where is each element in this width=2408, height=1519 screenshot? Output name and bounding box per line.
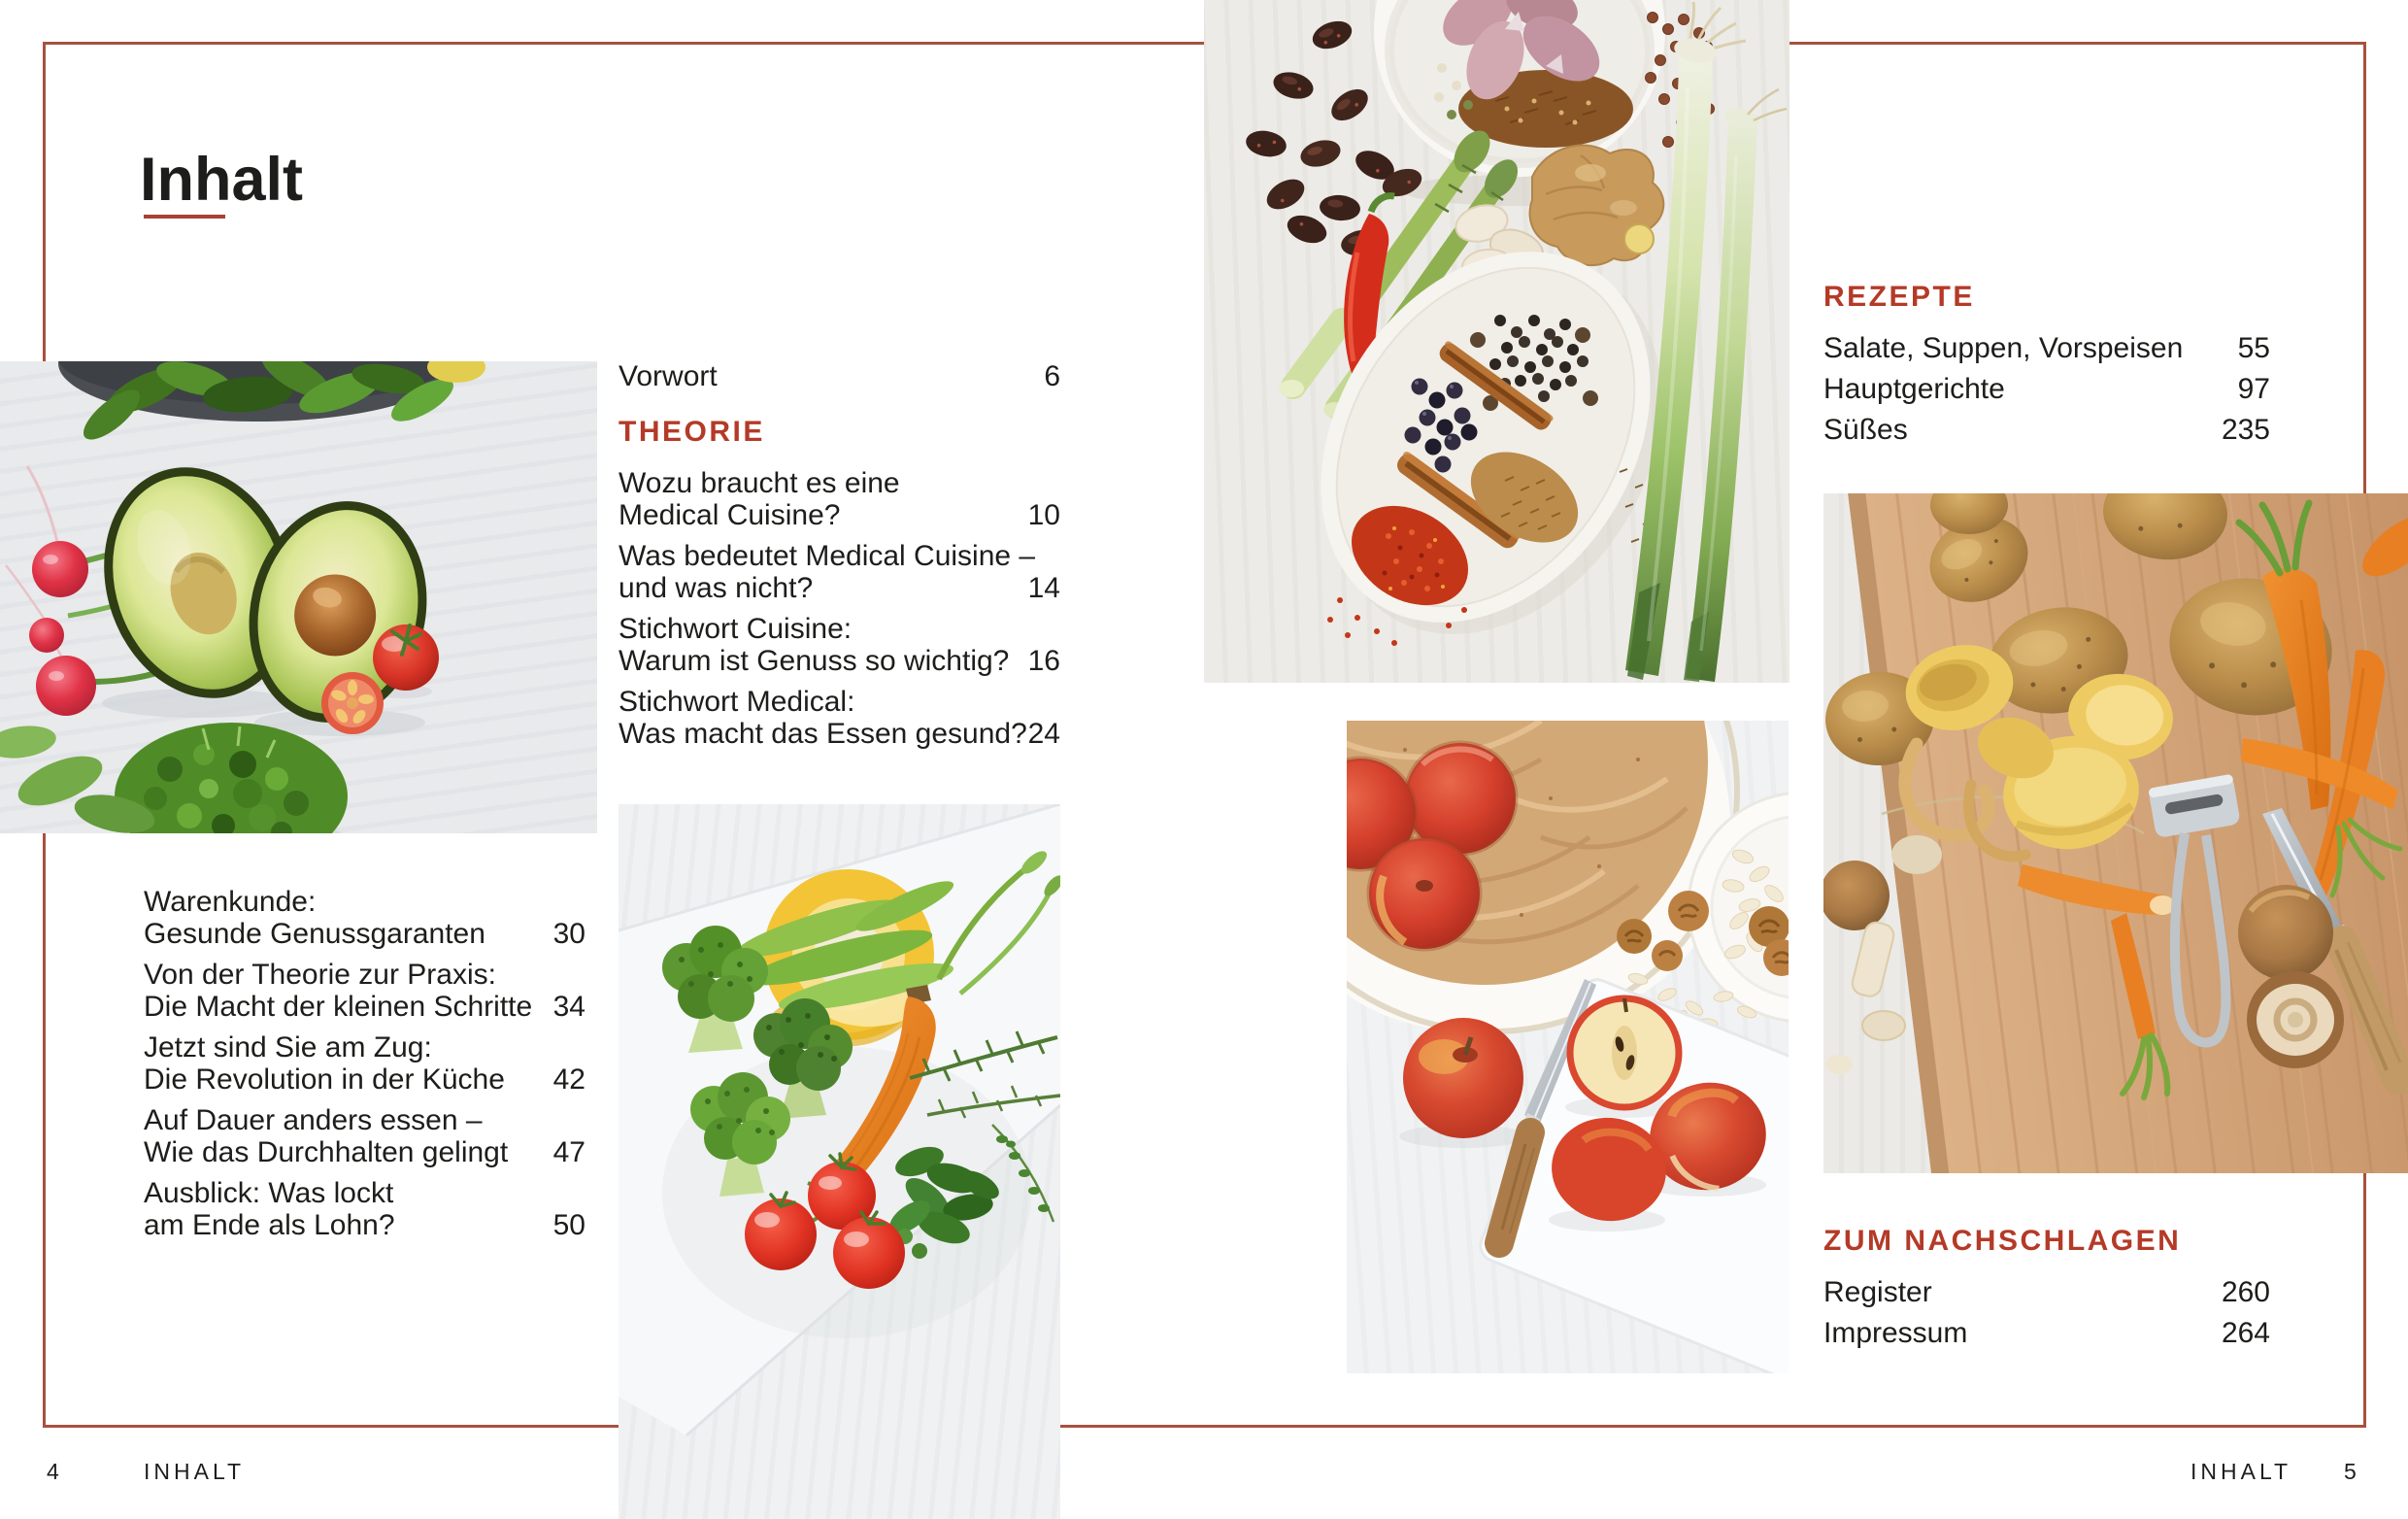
toc-item: Auf Dauer anders essen – Wie das Durchhal…: [144, 1104, 585, 1168]
toc-item: Süßes 235: [1823, 414, 2270, 446]
toc-item-page: 30: [552, 918, 585, 950]
toc-item-page: 42: [552, 1063, 585, 1096]
potato-photo-graphic: [1823, 493, 2408, 1173]
photo-avocado-still-life: [0, 361, 597, 833]
toc-item: Wozu braucht es eine Medical Cuisine? 10: [619, 467, 1060, 531]
toc-item-page: 24: [1027, 718, 1060, 750]
apple-photo-graphic: [1347, 721, 1789, 1373]
toc-item-page: 264: [2221, 1317, 2270, 1349]
section-heading-rezepte: REZEPTE: [1823, 281, 1975, 313]
toc-item: Von der Theorie zur Praxis: Die Macht der…: [144, 959, 585, 1023]
page-number-right: 5: [2344, 1459, 2357, 1484]
toc-item: Jetzt sind Sie am Zug: Die Revolution in …: [144, 1031, 585, 1096]
section-heading-nachschlagen: ZUM NACHSCHLAGEN: [1823, 1225, 2182, 1257]
toc-item-page: 14: [1027, 572, 1060, 604]
page-title: Inhalt: [140, 146, 303, 215]
photo-broccoli-still-life: [619, 804, 1060, 1519]
toc-item: Was bedeutet Medical Cuisine – und was ni…: [619, 540, 1060, 604]
toc-item: Stichwort Cuisine: Warum ist Genuss so wi…: [619, 613, 1060, 677]
toc-item: Stichwort Medical: Was macht das Essen ge…: [619, 686, 1060, 750]
toc-item-page: 55: [2237, 332, 2270, 364]
toc-item: Impressum 264: [1823, 1317, 2270, 1349]
toc-column-main: Vorwort 6 THEORIE Wozu braucht es eine Me…: [619, 360, 1060, 759]
toc-column-rezepte: REZEPTE Salate, Suppen, Vorspeisen 55 Ha…: [1823, 281, 2270, 455]
toc-column-nachschlagen: ZUM NACHSCHLAGEN Register 260 Impressum …: [1823, 1225, 2270, 1358]
running-head-right: INHALT: [2191, 1459, 2292, 1484]
toc-item: Register 260: [1823, 1276, 2270, 1308]
title-underline: [144, 215, 225, 219]
page-number-left: 4: [47, 1459, 59, 1484]
toc-item-page: 50: [552, 1209, 585, 1241]
photo-spices-still-life: [1204, 0, 1789, 683]
toc-item-page: 97: [2237, 373, 2270, 405]
broccoli-photo-graphic: [619, 804, 1060, 1437]
toc-item: Ausblick: Was lockt am Ende als Lohn? 50: [144, 1177, 585, 1241]
toc-item-page: 260: [2221, 1276, 2270, 1308]
toc-item: Salate, Suppen, Vorspeisen 55: [1823, 332, 2270, 364]
toc-item-page: 10: [1027, 499, 1060, 531]
avocado-photo-graphic: [0, 361, 485, 833]
running-head-left: INHALT: [144, 1459, 246, 1484]
toc-item-page: 6: [1044, 360, 1060, 392]
spices-photo-graphic: [1246, 0, 1788, 682]
photo-apple-cake-still-life: [1347, 721, 1789, 1373]
toc-item-label: Vorwort: [619, 360, 718, 392]
toc-column-left: Warenkunde: Gesunde Genussgaranten 30 Von…: [144, 886, 585, 1250]
toc-item-page: 235: [2221, 414, 2270, 446]
section-heading-theorie: THEORIE: [619, 416, 765, 448]
toc-item: Vorwort 6: [619, 360, 1060, 392]
toc-item: Warenkunde: Gesunde Genussgaranten 30: [144, 886, 585, 950]
photo-potato-board-still-life: [1823, 493, 2408, 1173]
toc-item-page: 16: [1027, 645, 1060, 677]
toc-item-page: 47: [552, 1136, 585, 1168]
toc-item: Hauptgerichte 97: [1823, 373, 2270, 405]
toc-item-page: 34: [552, 991, 585, 1023]
